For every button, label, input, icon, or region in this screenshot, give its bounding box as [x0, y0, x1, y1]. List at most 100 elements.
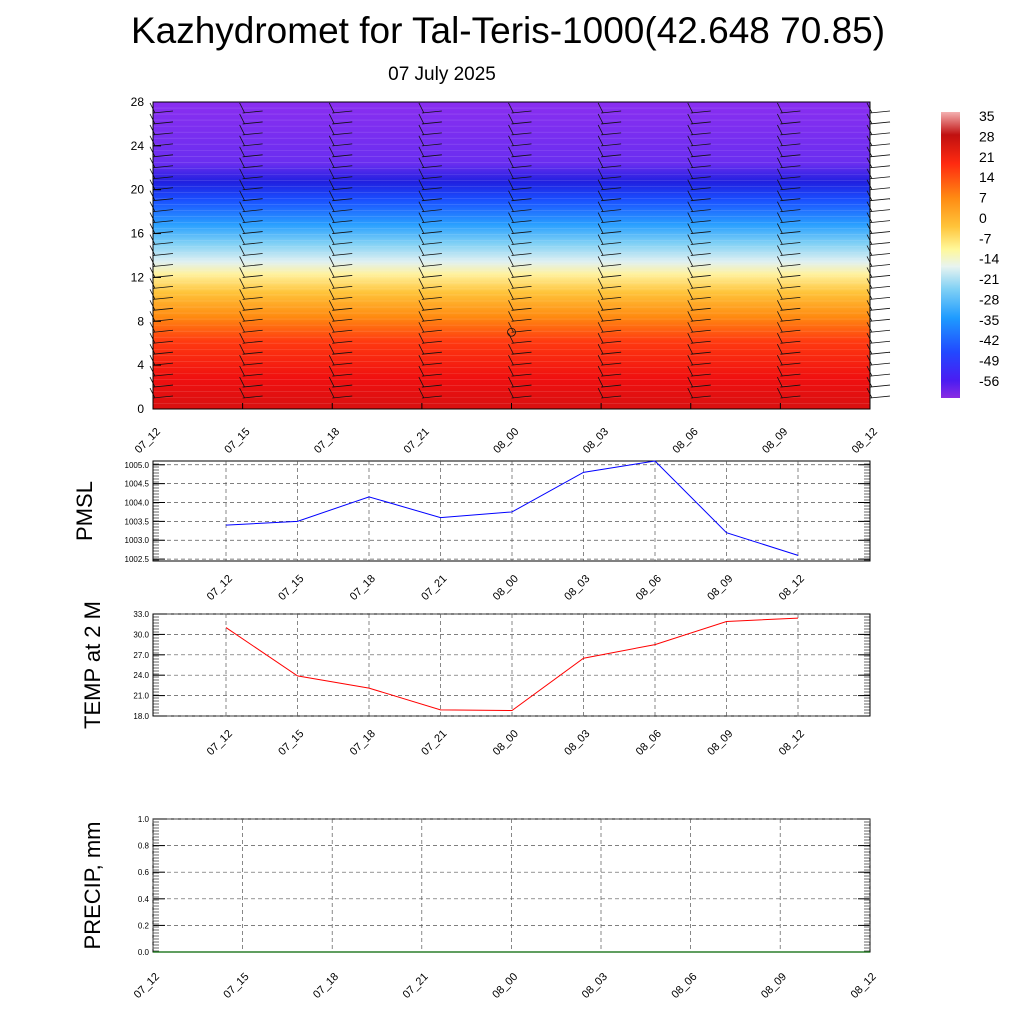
wind-barb: [242, 351, 263, 355]
wind-barb-feather: [418, 300, 425, 311]
wind-barb: [601, 307, 622, 311]
wind-barb-feather: [777, 102, 783, 114]
wind-barb: [601, 275, 622, 278]
wind-barb-feather: [328, 245, 335, 256]
wind-barb-feather: [508, 234, 514, 245]
wind-barb-feather: [418, 311, 425, 322]
wind-barb: [780, 143, 801, 147]
y-tick-label: 8: [137, 314, 144, 328]
wind-barb-feather: [687, 333, 694, 344]
wind-barb-feather: [239, 146, 245, 158]
wind-barb-feather: [597, 343, 604, 355]
wind-barb: [242, 340, 263, 344]
wind-barb-column: [239, 102, 263, 399]
wind-barb: [332, 176, 353, 180]
wind-barb: [421, 253, 442, 256]
wind-barb-feather: [777, 354, 783, 366]
x-tick-label: 08_06: [669, 971, 699, 1001]
wind-barb: [511, 351, 532, 355]
wind-barb: [152, 340, 174, 344]
wind-barb-feather: [328, 343, 335, 355]
colorbar-label: -14: [979, 251, 999, 267]
wind-barb: [601, 242, 622, 245]
wind-barb-feather: [239, 168, 245, 179]
wind-barb-feather: [508, 289, 514, 300]
wind-barb-feather: [239, 113, 245, 125]
wind-barb: [780, 110, 801, 114]
wind-barb: [780, 154, 801, 158]
x-tick-label: 08_00: [491, 728, 521, 758]
colorbar-label: -28: [979, 291, 999, 307]
wind-barb: [601, 318, 622, 322]
wind-barb-feather: [777, 168, 783, 179]
wind-barb: [242, 253, 263, 256]
wind-barb-feather: [777, 234, 783, 245]
x-tick-label: 08_06: [634, 728, 664, 758]
wind-barb: [511, 154, 532, 158]
wind-barb: [869, 285, 891, 289]
wind-barb: [421, 209, 442, 213]
wind-barb-feather: [239, 289, 245, 300]
wind-barb: [332, 231, 353, 234]
panel-frame: [152, 613, 871, 717]
y-tick-label: 1002.5: [125, 555, 150, 564]
wind-barb: [690, 110, 711, 114]
wind-barb: [421, 264, 442, 267]
wind-barb-feather: [508, 387, 514, 399]
x-tick-label: 07_12: [132, 971, 162, 1001]
wind-barb-feather: [508, 278, 514, 289]
wind-barb-feather: [418, 245, 425, 256]
wind-barb: [421, 373, 442, 377]
wind-barb: [242, 296, 263, 300]
wind-barb: [780, 165, 801, 169]
chart-title: Kazhydromet for Tal-Teris-1000(42.648 70…: [130, 10, 886, 51]
y-tick-label: 1005.0: [125, 461, 150, 470]
wind-barb: [242, 143, 263, 147]
wind-barb-feather: [328, 300, 335, 311]
wind-barb: [690, 220, 711, 224]
wind-barb: [690, 329, 711, 333]
wind-barb: [601, 209, 622, 213]
wind-barb-feather: [508, 343, 514, 355]
x-tick-label: 08_00: [491, 573, 521, 603]
x-tick-label: 08_12: [849, 971, 879, 1001]
colorbar-label: -49: [979, 353, 999, 369]
wind-barb: [690, 121, 711, 125]
wind-barb: [242, 275, 263, 278]
wind-barb-feather: [597, 201, 604, 212]
wind-barb-feather: [328, 387, 335, 399]
x-tick-label: 08_00: [491, 426, 521, 456]
wind-barb-feather: [508, 168, 514, 179]
y-tick-label: 1.0: [138, 815, 150, 824]
wind-barb-feather: [777, 333, 783, 344]
wind-barb-feather: [597, 311, 604, 322]
wind-barb-feather: [687, 113, 694, 125]
series-line: [225, 460, 799, 556]
wind-barb: [869, 154, 891, 158]
wind-barb: [780, 231, 801, 234]
wind-barb: [421, 110, 442, 114]
wind-barb-feather: [508, 135, 514, 147]
x-tick-label: 07_18: [348, 573, 378, 603]
wind-barb-feather: [418, 135, 425, 147]
y-tick-label: 24: [131, 139, 145, 153]
wind-barb-feather: [687, 146, 694, 158]
y-tick-label: 33.0: [133, 610, 149, 619]
wind-barb: [332, 296, 353, 300]
wind-barb-feather: [239, 267, 245, 278]
wind-barb-feather: [687, 179, 694, 190]
x-tick-label: 08_03: [562, 728, 592, 758]
wind-barb: [242, 362, 263, 366]
wind-barb: [869, 275, 891, 278]
wind-barb-feather: [597, 300, 604, 311]
wind-barb: [421, 340, 442, 344]
wind-barb: [421, 121, 442, 125]
wind-barb: [601, 132, 622, 136]
y-tick-label: 1003.5: [125, 517, 150, 526]
wind-barb: [511, 275, 532, 278]
wind-barb: [421, 165, 442, 169]
wind-barb: [152, 329, 174, 333]
wind-barb-column: [508, 102, 532, 399]
wind-barb: [690, 253, 711, 256]
wind-barb: [690, 296, 711, 300]
